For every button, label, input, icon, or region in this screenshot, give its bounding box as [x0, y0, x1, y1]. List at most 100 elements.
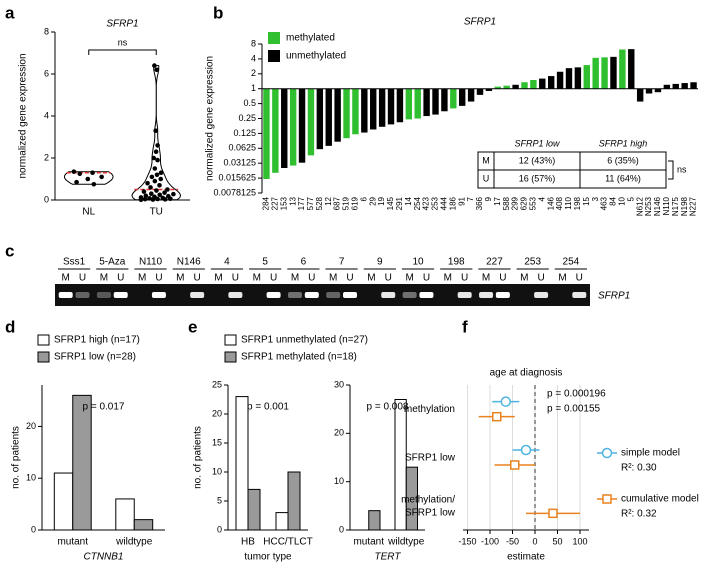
y-tick-label: 4 — [44, 110, 49, 120]
lane-label: M — [291, 273, 299, 284]
x-tick-label: N253 — [644, 196, 653, 216]
data-point — [151, 155, 156, 161]
data-point — [153, 149, 159, 154]
lane-label: U — [194, 273, 201, 284]
lane-label: U — [117, 273, 124, 284]
bar — [281, 88, 288, 168]
x-tick-label: 4 — [537, 196, 546, 201]
x-tick-label: HB — [241, 537, 255, 548]
y-tick-label: 0 — [31, 524, 36, 534]
data-point — [71, 169, 77, 174]
table-cell: 11 (64%) — [605, 173, 641, 183]
gel-band — [419, 292, 434, 298]
lane-label: M — [253, 273, 261, 284]
y-tick-label: 0.03125 — [223, 158, 256, 168]
bar — [289, 88, 297, 166]
gel-band — [58, 292, 73, 298]
lane-label: M — [100, 273, 108, 284]
sample-label: 253 — [524, 257, 541, 268]
annotation: ns — [677, 164, 687, 174]
x-tick-label: -100 — [481, 536, 499, 546]
significance-bracket — [668, 160, 674, 180]
x-tick-label: 254 — [413, 196, 422, 210]
lane-label: M — [329, 273, 337, 284]
x-tick-label: 619 — [351, 196, 360, 210]
x-tick-label: 7 — [466, 196, 475, 201]
y-tick-label: 0.0078125 — [213, 187, 256, 197]
bar — [387, 88, 395, 125]
sample-label: 6 — [301, 257, 307, 268]
bar — [394, 399, 407, 531]
data-point — [85, 176, 91, 182]
bar — [592, 57, 599, 89]
sample-label: 5 — [262, 257, 268, 268]
bar — [476, 88, 484, 95]
chart-title: SFRP1 — [464, 17, 496, 28]
data-point — [99, 174, 104, 180]
data-point — [158, 170, 164, 175]
x-tick-label: 10 — [617, 196, 626, 205]
bar — [53, 472, 74, 531]
data-point — [152, 178, 158, 184]
row-label: SFRP1 low — [405, 452, 456, 463]
data-point — [165, 187, 170, 192]
x-tick-label: 13 — [288, 196, 297, 205]
gel-band — [326, 292, 341, 298]
lane-label: M — [214, 273, 222, 284]
gel-band — [151, 292, 166, 298]
x-tick-label: 110 — [564, 196, 573, 209]
x-tick-label: -150 — [458, 536, 476, 546]
lane-label: U — [270, 273, 277, 284]
gel-band — [266, 292, 281, 298]
lane-label: M — [558, 273, 566, 284]
bar — [396, 88, 404, 123]
x-tick-label: 588 — [502, 196, 511, 210]
data-point — [158, 176, 164, 182]
row-label-line: methylation — [404, 404, 455, 415]
bar — [298, 88, 306, 163]
data-point — [171, 191, 176, 197]
y-tick-label: 5 — [217, 495, 222, 505]
x-tick-label: -50 — [506, 536, 519, 546]
y-tick-label: 8 — [44, 26, 49, 36]
y-tick-label: 30 — [334, 379, 344, 389]
x-tick-label: 100 — [572, 536, 587, 546]
sample-label: 5-Aza — [99, 257, 126, 268]
bar — [247, 488, 261, 531]
y-tick-label: 0.5 — [243, 98, 256, 108]
chart-title: SFRP1 — [106, 19, 138, 30]
bar — [235, 396, 249, 531]
bar — [352, 88, 359, 135]
x-tick-label: 629 — [520, 196, 529, 210]
bar — [432, 88, 439, 115]
bar — [361, 88, 368, 133]
x-tick-label: 186 — [448, 196, 457, 210]
x-tick-label: 366 — [475, 196, 484, 210]
legend-marker — [602, 494, 612, 504]
table-header: SFRP1 high — [599, 138, 648, 148]
lane-label: M — [520, 273, 528, 284]
bar — [521, 82, 528, 89]
table-cell: M — [482, 155, 490, 165]
legend-swatch — [268, 32, 280, 44]
legend-swatch — [37, 334, 50, 346]
x-tick-label: 19 — [377, 196, 386, 205]
panel-letter: f — [462, 317, 468, 336]
y-axis-label: normalized gene expression — [205, 56, 216, 181]
bar — [459, 88, 466, 106]
lane-label: U — [79, 273, 86, 284]
x-tick-label: 444 — [440, 196, 449, 210]
x-tick-label: N198 — [680, 196, 689, 216]
x-axis-label: estimate — [507, 552, 545, 563]
panel-letter: d — [5, 317, 15, 336]
bar — [405, 88, 413, 120]
gel-band — [287, 292, 302, 298]
data-point — [149, 174, 155, 180]
gel-band — [304, 292, 319, 298]
gel-band — [96, 292, 111, 298]
bar — [503, 85, 510, 89]
estimate-marker — [548, 508, 558, 519]
x-axis-label: TERT — [375, 552, 402, 563]
x-tick-label: mutant — [353, 537, 384, 548]
sample-label: N110 — [139, 257, 163, 268]
